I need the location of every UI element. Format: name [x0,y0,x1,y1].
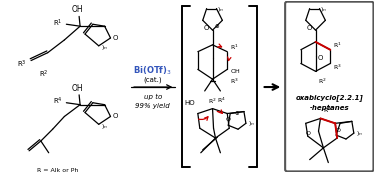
Text: O: O [113,35,118,41]
Text: $\oplus$: $\oplus$ [214,22,220,30]
Text: OH: OH [71,5,83,14]
Text: up to: up to [144,94,162,100]
Text: O: O [306,25,311,31]
Text: Bi(OTf)$_3$: Bi(OTf)$_3$ [133,65,172,77]
Text: )$_n$: )$_n$ [217,5,225,14]
Text: R$^2$: R$^2$ [39,68,48,80]
Text: O: O [203,25,209,31]
Text: )$_n$: )$_n$ [101,43,108,52]
Text: O: O [336,128,341,133]
Text: R$^2$: R$^2$ [208,97,217,106]
Text: O: O [306,131,311,136]
Text: HO: HO [184,100,195,106]
Text: (cat.): (cat.) [143,77,162,83]
Text: R$^4$: R$^4$ [217,96,226,105]
Text: OH: OH [230,69,240,74]
Text: O: O [113,113,118,120]
Text: R$^4$: R$^4$ [53,96,62,107]
Text: R$^3$: R$^3$ [17,59,27,70]
Text: R$^4$: R$^4$ [324,106,332,115]
Text: R$^3$: R$^3$ [230,76,239,86]
Text: R$^3$: R$^3$ [333,63,342,72]
Text: R = Alk or Ph: R = Alk or Ph [37,169,78,173]
Text: O: O [318,55,323,61]
Text: R$^1$: R$^1$ [333,41,342,50]
Text: oxabicyclo[2.2.1]: oxabicyclo[2.2.1] [296,94,363,101]
Text: O: O [226,117,231,122]
Text: 99% yield: 99% yield [135,103,170,109]
Text: -heptanes: -heptanes [310,105,349,111]
Text: )$_n$: )$_n$ [321,5,327,14]
Text: )$_n$: )$_n$ [101,122,108,131]
Text: $\oplus$: $\oplus$ [234,108,240,117]
Text: R$^1$: R$^1$ [53,18,62,29]
Text: R$^1$: R$^1$ [230,43,239,52]
Text: R$^2$: R$^2$ [318,76,326,86]
Text: OH: OH [71,84,83,93]
FancyBboxPatch shape [285,2,373,171]
Text: )$_n$: )$_n$ [248,119,255,128]
Text: )$_n$: )$_n$ [356,129,363,138]
